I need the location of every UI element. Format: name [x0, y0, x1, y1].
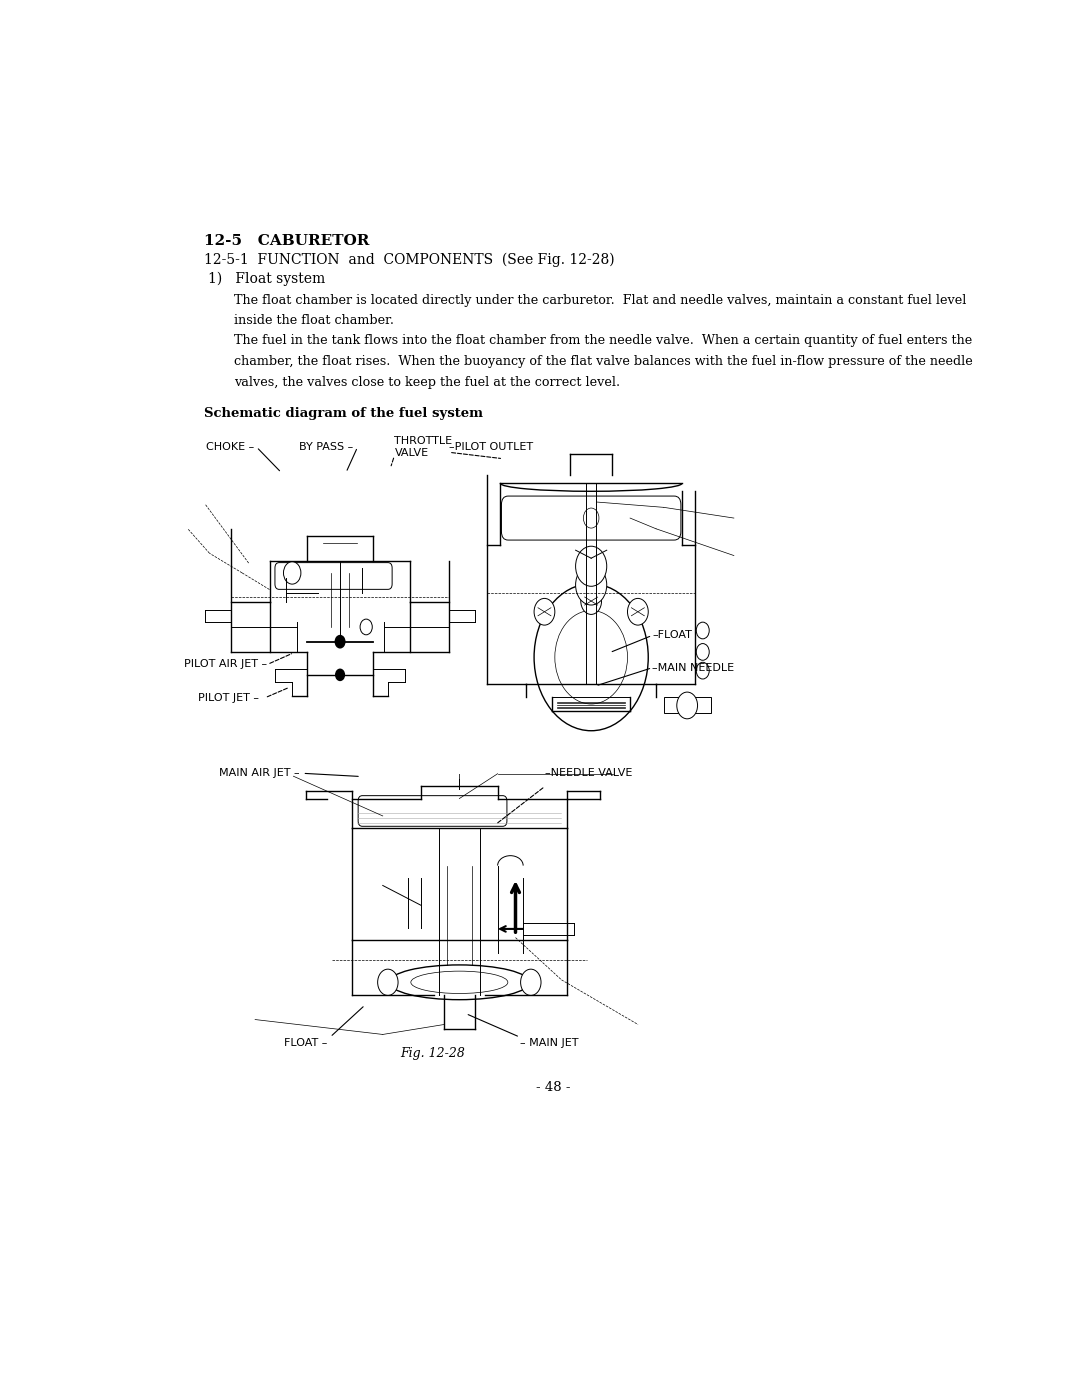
Text: PILOT JET –: PILOT JET – — [198, 693, 259, 702]
Text: The float chamber is located directly under the carburetor.  Flat and needle val: The float chamber is located directly un… — [233, 294, 967, 308]
Text: BY PASS –: BY PASS – — [299, 442, 353, 452]
Circle shape — [283, 562, 301, 585]
Text: chamber, the float rises.  When the buoyancy of the flat valve balances with the: chamber, the float rises. When the buoya… — [233, 355, 972, 368]
Text: - 48 -: - 48 - — [537, 1081, 570, 1094]
Circle shape — [583, 508, 599, 527]
Circle shape — [378, 970, 399, 996]
Text: –NEEDLE VALVE: –NEEDLE VALVE — [545, 768, 633, 778]
Text: 1)   Float system: 1) Float system — [207, 271, 325, 285]
Text: – MAIN JET: – MAIN JET — [521, 1038, 579, 1048]
Circle shape — [576, 546, 607, 586]
Circle shape — [697, 623, 710, 639]
Circle shape — [677, 693, 698, 719]
Text: Fig. 12-28: Fig. 12-28 — [400, 1046, 464, 1060]
Text: 12-5   CABURETOR: 12-5 CABURETOR — [204, 234, 369, 248]
Circle shape — [576, 565, 607, 604]
Ellipse shape — [389, 965, 529, 1000]
Circle shape — [581, 588, 602, 614]
Text: CHOKE –: CHOKE – — [206, 442, 255, 452]
Text: FLOAT –: FLOAT – — [284, 1038, 327, 1048]
Ellipse shape — [410, 971, 508, 993]
Text: THROTTLE
VALVE: THROTTLE VALVE — [394, 436, 453, 457]
Text: –MAIN NEEDLE: –MAIN NEEDLE — [652, 663, 734, 673]
FancyBboxPatch shape — [359, 796, 507, 827]
Text: |: | — [458, 774, 461, 782]
Circle shape — [535, 583, 648, 730]
Text: The fuel in the tank flows into the float chamber from the needle valve.  When a: The fuel in the tank flows into the floa… — [233, 334, 972, 347]
Text: PILOT AIR JET –: PILOT AIR JET – — [184, 659, 267, 670]
FancyBboxPatch shape — [501, 497, 680, 540]
Circle shape — [521, 970, 541, 996]
Text: 12-5-1  FUNCTION  and  COMPONENTS  (See Fig. 12-28): 12-5-1 FUNCTION and COMPONENTS (See Fig.… — [204, 253, 615, 267]
Circle shape — [697, 662, 710, 679]
Bar — [664, 698, 711, 713]
Text: Schematic diagram of the fuel system: Schematic diagram of the fuel system — [204, 407, 483, 420]
Text: –FLOAT: –FLOAT — [652, 631, 692, 641]
Text: –PILOT OUTLET: –PILOT OUTLET — [449, 442, 534, 452]
Text: MAIN AIR JET –: MAIN AIR JET – — [218, 768, 299, 778]
Text: valves, the valves close to keep the fuel at the correct level.: valves, the valves close to keep the fue… — [233, 376, 620, 389]
Circle shape — [697, 644, 710, 660]
Circle shape — [627, 599, 648, 625]
Circle shape — [336, 669, 345, 680]
Circle shape — [535, 599, 555, 625]
FancyBboxPatch shape — [275, 562, 392, 589]
Text: inside the float chamber.: inside the float chamber. — [233, 315, 394, 327]
Circle shape — [360, 620, 373, 635]
Circle shape — [555, 610, 627, 704]
Circle shape — [335, 635, 345, 648]
